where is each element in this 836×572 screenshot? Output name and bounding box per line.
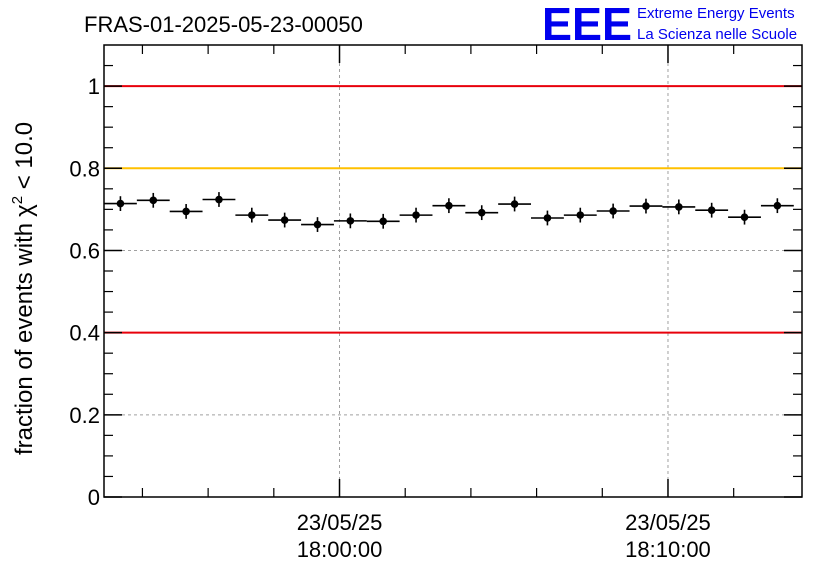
axes: [103, 44, 803, 498]
point-marker: [477, 208, 486, 217]
y-tick-label-2: 0.4: [69, 321, 100, 346]
point-marker: [116, 199, 125, 208]
x-tick-label-date-0: 23/05/25: [297, 510, 383, 535]
point-marker: [313, 220, 322, 229]
data-point-3: [202, 192, 236, 207]
run-title: FRAS-01-2025-05-23-00050: [84, 12, 363, 37]
point-marker: [642, 202, 650, 210]
y-tick-label-1: 0.2: [69, 403, 100, 428]
point-marker: [149, 196, 158, 205]
data-point-19: [728, 209, 761, 225]
y-axis-title-tail: < 10.0: [11, 122, 38, 196]
data-point-6: [301, 217, 334, 232]
eee-logo-text: EEE: [542, 0, 632, 50]
y-axis-title-main: fraction of events with: [11, 223, 38, 455]
point-marker: [346, 217, 355, 225]
data-point-11: [465, 205, 499, 221]
reference-lines: [104, 85, 802, 334]
y-axis-title-chi: χ: [11, 204, 38, 217]
point-marker: [412, 211, 420, 219]
data-points: [104, 192, 794, 232]
data-point-20: [760, 198, 794, 214]
point-marker: [543, 214, 552, 222]
data-point-10: [432, 198, 466, 214]
y-tick-label-5: 1: [88, 74, 100, 99]
point-marker: [215, 195, 223, 204]
data-point-4: [235, 207, 269, 223]
data-point-7: [333, 213, 367, 229]
x-tick-label-time-0: 18:00:00: [297, 537, 383, 562]
point-marker: [379, 217, 388, 226]
point-marker: [182, 207, 190, 216]
point-marker: [248, 211, 256, 219]
y-tick-label-3: 0.6: [69, 238, 100, 263]
eee-logo: EEE Extreme Energy Events La Scienza nel…: [542, 0, 797, 50]
data-point-2: [169, 204, 203, 219]
x-tick-label-date-1: 23/05/25: [625, 510, 711, 535]
y-tick-label-0: 0: [88, 485, 100, 510]
y-tick-labels: 0 0.2 0.4 0.6 0.8 1: [69, 74, 100, 510]
point-marker: [510, 200, 519, 208]
data-point-17: [662, 199, 696, 215]
plot-frame: [103, 44, 803, 498]
point-marker: [707, 206, 716, 214]
data-point-12: [498, 196, 532, 212]
data-point-5: [268, 212, 302, 228]
data-point-9: [399, 207, 433, 223]
data-point-15: [596, 203, 630, 219]
data-point-8: [366, 213, 400, 229]
point-marker: [675, 203, 683, 211]
point-marker: [740, 213, 749, 221]
data-point-0: [104, 196, 137, 212]
data-point-13: [531, 210, 564, 226]
eee-logo-line1: Extreme Energy Events: [637, 5, 795, 22]
eee-logo-line2: La Scienza nelle Scuole: [637, 26, 797, 43]
data-point-18: [695, 202, 729, 218]
point-marker: [773, 201, 782, 210]
point-marker: [280, 216, 289, 224]
data-point-16: [629, 198, 663, 214]
data-point-14: [563, 207, 597, 223]
data-point-1: [136, 192, 170, 208]
x-tick-label-time-1: 18:10:00: [625, 537, 711, 562]
y-axis-title-sup: 2: [9, 196, 26, 204]
point-marker: [609, 207, 617, 215]
y-axis-title: fraction of events with χ2 < 10.0: [9, 122, 38, 455]
y-tick-label-4: 0.8: [69, 156, 100, 181]
point-marker: [576, 211, 585, 219]
point-marker: [445, 201, 453, 210]
grid-lines: [104, 45, 802, 497]
